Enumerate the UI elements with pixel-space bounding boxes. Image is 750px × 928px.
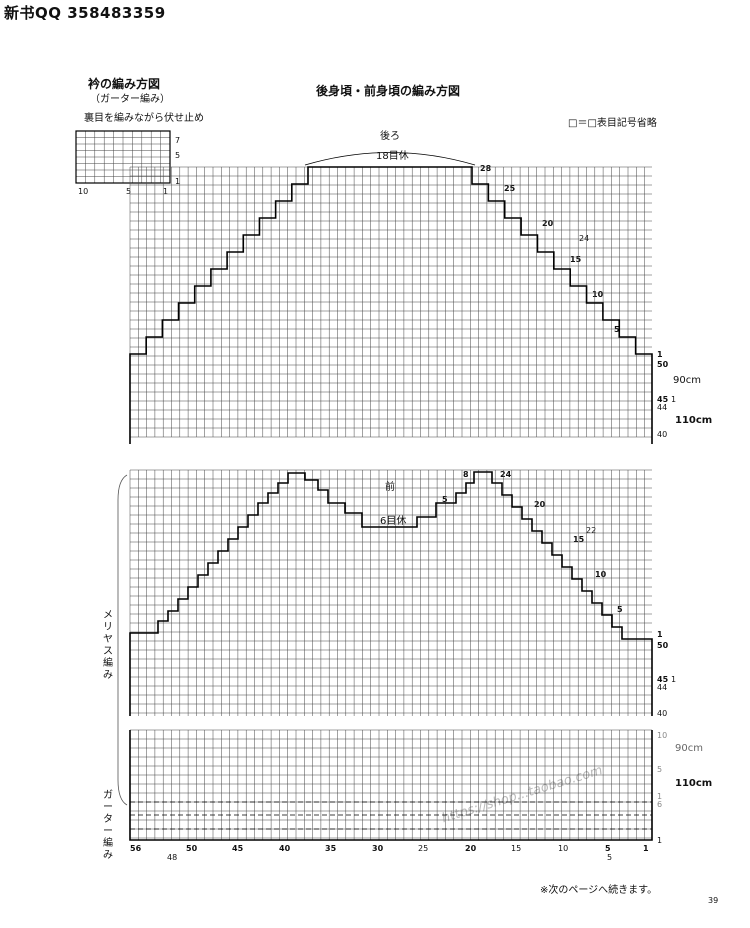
- collar-note: 裏目を編みながら伏せ止め: [84, 113, 204, 124]
- axis-15: 15: [511, 844, 522, 853]
- front-row-1d: 1: [657, 836, 663, 845]
- axis-1: 1: [643, 844, 649, 853]
- axis-10: 10: [558, 844, 569, 853]
- back-row-1b: 1: [671, 395, 677, 404]
- side-text-stockinette: メリヤス編み: [103, 610, 113, 681]
- axis-45: 45: [232, 844, 244, 853]
- back-row-1: 1: [657, 350, 663, 359]
- collar-row-5: 5: [175, 151, 181, 160]
- collar-col-10: 10: [78, 187, 89, 196]
- front-row-5: 5: [442, 495, 448, 504]
- axis-sub-48: 48: [167, 853, 178, 862]
- front-row-5b: 5: [657, 765, 663, 774]
- front-row-10: 10: [657, 731, 668, 740]
- front-row-22: 22: [586, 526, 597, 535]
- front-label: 前: [385, 482, 395, 493]
- page-number: 39: [708, 896, 719, 905]
- back-row-45: 45: [657, 395, 669, 404]
- back-row-20: 20: [542, 219, 554, 228]
- back-label: 後ろ: [380, 131, 400, 142]
- back-bind-off: 18目休: [374, 147, 411, 162]
- back-row-10: 10: [592, 290, 604, 299]
- front-row-1b: 1: [671, 675, 677, 684]
- collar-title: 衿の編み方図: [88, 77, 161, 91]
- front-110cm: 110cm: [675, 778, 713, 789]
- back-row-25: 25: [504, 184, 516, 193]
- front-row-44: 44: [657, 683, 668, 692]
- side-bracket: [117, 474, 128, 806]
- back-bind-off-arc: [304, 152, 476, 166]
- front-row-8: 8: [463, 470, 469, 479]
- axis-sub-5: 5: [607, 853, 613, 862]
- axis-50: 50: [186, 844, 198, 853]
- legend-note: □＝□表目記号省略: [568, 118, 657, 129]
- front-row-24: 24: [500, 470, 512, 479]
- back-row-24: 24: [579, 234, 590, 243]
- front-row-10: 10: [595, 570, 607, 579]
- front-90cm: 90cm: [675, 743, 703, 754]
- front-row-1c: 1: [657, 792, 663, 801]
- back-row-40: 40: [657, 430, 668, 439]
- back-row-5: 5: [614, 325, 620, 334]
- collar-row-7: 7: [175, 136, 181, 145]
- front-row-45: 45: [657, 675, 669, 684]
- collar-col-1: 1: [163, 187, 169, 196]
- front-grid-upper: [129, 469, 652, 716]
- front-grid-lower: [129, 729, 652, 840]
- front-row-20: 20: [534, 500, 546, 509]
- collar-col-5: 5: [126, 187, 132, 196]
- front-row-40: 40: [657, 709, 668, 718]
- header-text: 新书QQ 358483359: [4, 4, 166, 22]
- side-text-garter: ガーター編み: [103, 790, 113, 861]
- back-row-50: 50: [657, 360, 669, 369]
- front-row-6: 6: [657, 800, 663, 809]
- back-outline: [129, 166, 653, 444]
- back-90cm: 90cm: [673, 375, 701, 386]
- axis-20: 20: [465, 844, 477, 853]
- collar-row-1: 1: [175, 177, 181, 186]
- garter-dash-rows: [130, 801, 652, 830]
- front-row-1: 1: [657, 630, 663, 639]
- back-110cm: 110cm: [675, 415, 713, 426]
- front-outline: [129, 471, 653, 716]
- back-grid: [129, 166, 652, 438]
- front-row-15: 15: [573, 535, 585, 544]
- axis-40: 40: [279, 844, 291, 853]
- footer-note: ※次のページへ続きます。: [540, 885, 658, 896]
- axis-25: 25: [418, 844, 429, 853]
- main-title: 後身頃・前身頃の編み方図: [316, 84, 461, 98]
- collar-border: [75, 130, 171, 184]
- axis-35: 35: [325, 844, 337, 853]
- axis-56: 56: [130, 844, 142, 853]
- axis-30: 30: [372, 844, 384, 853]
- back-row-44: 44: [657, 403, 668, 412]
- back-row-15: 15: [570, 255, 582, 264]
- front-row-50: 50: [657, 641, 669, 650]
- back-row-28: 28: [480, 164, 492, 173]
- front-lower-outline: [129, 730, 653, 841]
- front-bind-off: 6目休: [378, 512, 409, 527]
- collar-grid: [75, 130, 171, 184]
- collar-subtitle: （ガーター編み）: [90, 94, 170, 105]
- axis-5: 5: [605, 844, 611, 853]
